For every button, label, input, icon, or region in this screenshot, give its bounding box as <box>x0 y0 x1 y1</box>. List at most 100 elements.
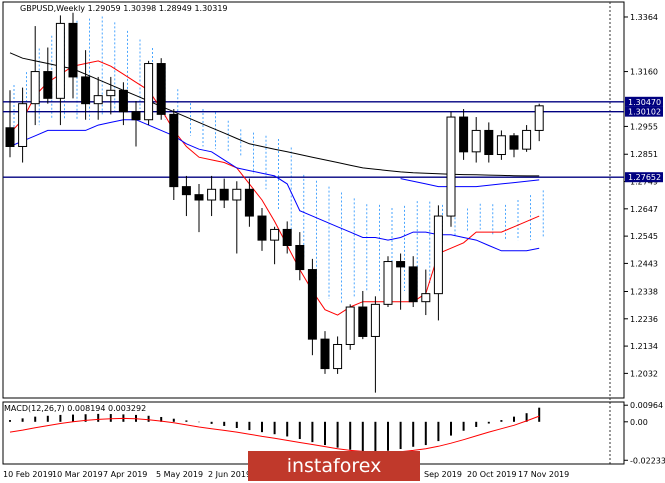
candle-body <box>194 194 204 201</box>
candle <box>307 258 317 356</box>
price-level-tag: 1.30470 <box>625 96 663 107</box>
price-level-tag: 1.27652 <box>625 172 663 183</box>
axes: 1.33641.31601.29551.28511.27491.26471.25… <box>3 13 665 479</box>
candle <box>345 304 355 350</box>
x-tick-label: 10 Mar 2019 <box>52 470 103 479</box>
x-tick-label: 20 Oct 2019 <box>467 470 516 479</box>
candle-body <box>244 188 254 217</box>
candle <box>333 336 343 374</box>
candle <box>232 181 242 254</box>
candle <box>144 60 154 126</box>
candle <box>421 269 431 316</box>
y-tick-label: 1.2647 <box>630 205 658 214</box>
y-tick-label: 1.2032 <box>630 369 658 378</box>
tenkan-line-blue <box>9 119 540 252</box>
candle <box>471 117 481 163</box>
macd-y-tick-label: 0.00964 <box>630 401 663 410</box>
macd-signal-line <box>9 415 540 454</box>
watermark-background <box>248 451 420 481</box>
candle-body <box>232 188 242 201</box>
candle-body <box>81 76 91 105</box>
x-tick-label: 5 May 2019 <box>156 470 203 479</box>
x-tick-label: 7 Apr 2019 <box>103 470 147 479</box>
macd-title: MACD(12,26,7) 0.008194 0.003292 <box>4 404 146 413</box>
candle <box>383 256 393 308</box>
candle-body <box>370 303 380 337</box>
candle <box>244 178 254 227</box>
candle <box>5 90 15 158</box>
candle <box>370 296 380 393</box>
y-tick-label: 1.2545 <box>630 232 658 241</box>
macd-y-tick-label: -0.02233 <box>630 456 665 465</box>
y-tick-label: 1.2443 <box>630 259 658 268</box>
candle-body <box>106 89 116 97</box>
lower-line-blue <box>400 178 540 188</box>
candle <box>207 175 217 217</box>
candle-body <box>257 215 267 241</box>
kijun-line-red <box>9 60 540 316</box>
candle <box>484 122 494 163</box>
candle-body <box>484 129 494 156</box>
candle <box>282 221 292 254</box>
candle <box>396 253 406 310</box>
candle <box>270 226 280 265</box>
candle <box>534 103 544 142</box>
candle <box>18 87 28 163</box>
candle-body <box>333 343 343 370</box>
candle-body <box>55 22 65 99</box>
candle <box>496 130 506 160</box>
candle <box>169 109 179 200</box>
candle-body <box>295 244 305 271</box>
candle-body <box>282 228 292 246</box>
price-level-tag: 1.30102 <box>625 106 663 117</box>
candle <box>320 331 330 374</box>
x-tick-label: 17 Nov 2019 <box>518 470 569 479</box>
candle <box>68 12 78 99</box>
price-level-tag-label: 1.30470 <box>628 98 661 107</box>
price-level-tag-label: 1.30102 <box>628 108 661 117</box>
candle <box>257 208 267 251</box>
y-tick-label: 1.2338 <box>630 288 658 297</box>
y-tick-label: 1.2236 <box>630 315 658 324</box>
candle-body <box>144 63 154 121</box>
macd-y-tick-label: 0.00 <box>630 418 648 427</box>
candle-body <box>471 129 481 153</box>
x-tick-label: 2 Jun 2019 <box>208 470 251 479</box>
candle-body <box>408 266 418 303</box>
candle-body <box>446 116 456 217</box>
candle-body <box>534 105 544 131</box>
candle-body <box>131 111 141 121</box>
candle <box>106 76 116 115</box>
candle-body <box>433 215 443 295</box>
candle-body <box>307 269 317 340</box>
price-level-tag-bg <box>625 172 663 183</box>
candle-body <box>396 261 406 268</box>
candle <box>219 178 229 209</box>
candle-body <box>383 261 393 305</box>
candle-body <box>30 71 40 105</box>
candle-body <box>459 116 469 153</box>
candle-body <box>68 22 78 78</box>
candle-body <box>270 228 280 241</box>
y-tick-label: 1.3364 <box>630 13 658 22</box>
candle <box>118 82 128 126</box>
candle <box>30 26 40 126</box>
price-level-tag-bg <box>625 96 663 107</box>
candle-body <box>421 293 431 303</box>
candle <box>433 205 443 321</box>
candle <box>446 111 456 227</box>
price-level-tag-bg <box>625 106 663 117</box>
chart-title: GBPUSD,Weekly 1.29059 1.30398 1.28949 1.… <box>20 4 228 13</box>
watermark-text: instaforex <box>287 455 382 477</box>
price-pane <box>2 1 625 464</box>
candle <box>131 101 141 147</box>
price-level-tag-label: 1.27652 <box>628 173 661 182</box>
x-tick-label: Sep 2019 <box>424 470 462 479</box>
candle <box>93 76 103 120</box>
candle <box>522 125 532 152</box>
candle-body <box>43 71 53 99</box>
candle <box>295 232 305 281</box>
price-pane-frame <box>2 1 625 399</box>
